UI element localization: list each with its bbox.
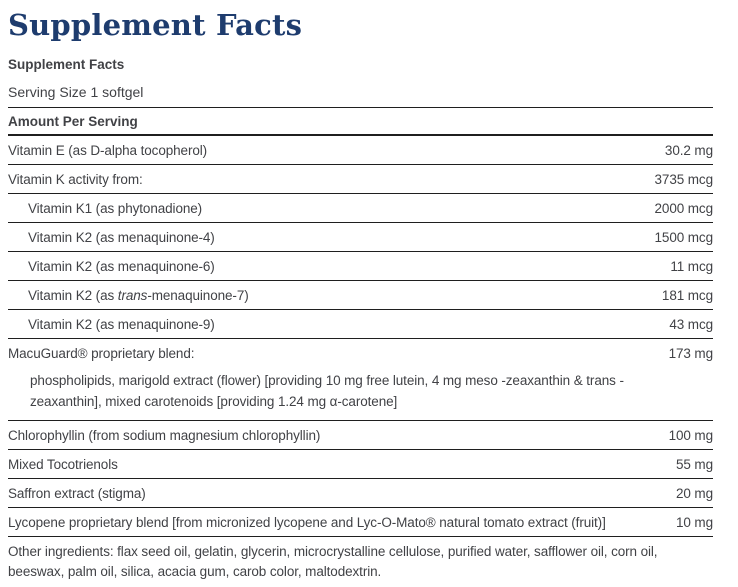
ingredient-name: MacuGuard® proprietary blend: bbox=[8, 345, 195, 361]
ingredient-name: Vitamin K activity from: bbox=[8, 171, 143, 187]
label-header: Supplement Facts bbox=[8, 56, 125, 72]
ingredient-amount: 1500 mcg bbox=[654, 229, 714, 245]
row-saffron-extract: Saffron extract (stigma) 20 mg bbox=[8, 479, 713, 508]
row-mixed-tocotrienols: Mixed Tocotrienols 55 mg bbox=[8, 450, 713, 479]
row-vitamin-k2-mk6: Vitamin K2 (as menaquinone-6) 11 mcg bbox=[8, 252, 713, 281]
ingredient-amount: 10 mg bbox=[675, 514, 713, 530]
ingredient-amount: 55 mg bbox=[675, 456, 713, 472]
row-macuguard-blend: MacuGuard® proprietary blend: 173 mg bbox=[8, 339, 713, 367]
ingredient-amount: 3735 mcg bbox=[654, 171, 714, 187]
amount-per-serving-header: Amount Per Serving bbox=[8, 108, 713, 136]
ingredient-name: Vitamin E (as D-alpha tocopherol) bbox=[8, 142, 208, 158]
ingredient-name: Vitamin K2 (as menaquinone-6) bbox=[28, 258, 215, 274]
other-ingredients: Other ingredients: flax seed oil, gelati… bbox=[8, 537, 713, 587]
ingredient-name: Saffron extract (stigma) bbox=[8, 485, 146, 501]
ingredient-amount: 11 mcg bbox=[670, 258, 713, 274]
macuguard-blend-description: phospholipids, marigold extract (flower)… bbox=[8, 367, 713, 421]
ingredient-amount: 43 mcg bbox=[669, 316, 713, 332]
ingredient-name: Chlorophyllin (from sodium magnesium chl… bbox=[8, 427, 321, 443]
row-vitamin-k1: Vitamin K1 (as phytonadione) 2000 mcg bbox=[8, 194, 713, 223]
ingredient-name: Lycopene proprietary blend [from microni… bbox=[8, 514, 606, 530]
row-chlorophyllin: Chlorophyllin (from sodium magnesium chl… bbox=[8, 421, 713, 450]
ingredient-amount: 2000 mcg bbox=[654, 200, 714, 216]
page-title: Supplement Facts bbox=[8, 8, 303, 42]
row-vitamin-k2-mk9: Vitamin K2 (as menaquinone-9) 43 mcg bbox=[8, 310, 713, 339]
ingredient-amount: 30.2 mg bbox=[664, 142, 713, 158]
ingredient-amount: 100 mg bbox=[668, 427, 714, 443]
row-vitamin-e: Vitamin E (as D-alpha tocopherol) 30.2 m… bbox=[8, 136, 713, 165]
serving-size: Serving Size 1 softgel bbox=[8, 77, 713, 108]
ingredient-name: Vitamin K2 (as menaquinone-4) bbox=[28, 229, 215, 245]
row-vitamin-k2-mk7: Vitamin K2 (as trans-menaquinone-7) 181 … bbox=[8, 281, 713, 310]
row-vitamin-k-activity: Vitamin K activity from: 3735 mcg bbox=[8, 165, 713, 194]
ingredient-amount: 181 mcg bbox=[661, 287, 713, 303]
ingredient-name: Vitamin K2 (as trans-menaquinone-7) bbox=[28, 287, 249, 303]
row-vitamin-k2-mk4: Vitamin K2 (as menaquinone-4) 1500 mcg bbox=[8, 223, 713, 252]
ingredient-name: Vitamin K1 (as phytonadione) bbox=[28, 200, 203, 216]
ingredient-amount: 20 mg bbox=[675, 485, 713, 501]
ingredient-name: Mixed Tocotrienols bbox=[8, 456, 118, 472]
ingredient-amount: 173 mg bbox=[668, 345, 714, 361]
row-lycopene-blend: Lycopene proprietary blend [from microni… bbox=[8, 508, 713, 537]
ingredient-name: Vitamin K2 (as menaquinone-9) bbox=[28, 316, 215, 332]
